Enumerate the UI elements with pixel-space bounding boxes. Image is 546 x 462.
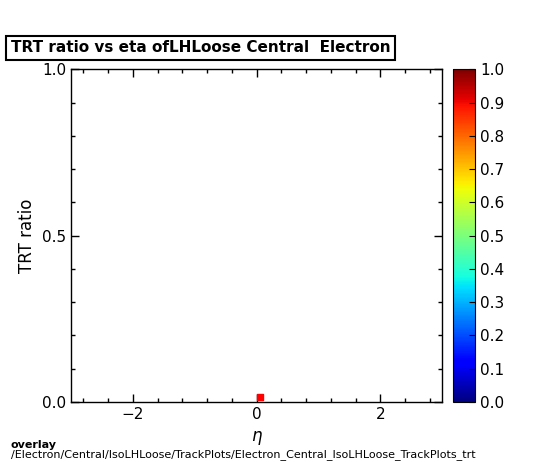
Point: [256, 393, 264, 401]
Text: overlay: overlay: [11, 440, 57, 450]
Y-axis label: TRT ratio: TRT ratio: [19, 199, 37, 273]
Text: /Electron/Central/IsoLHLoose/TrackPlots/Electron_Central_IsoLHLoose_TrackPlots_t: /Electron/Central/IsoLHLoose/TrackPlots/…: [11, 449, 476, 460]
X-axis label: η: η: [251, 427, 262, 445]
Text: TRT ratio vs eta ofLHLoose Central  Electron: TRT ratio vs eta ofLHLoose Central Elect…: [11, 41, 390, 55]
